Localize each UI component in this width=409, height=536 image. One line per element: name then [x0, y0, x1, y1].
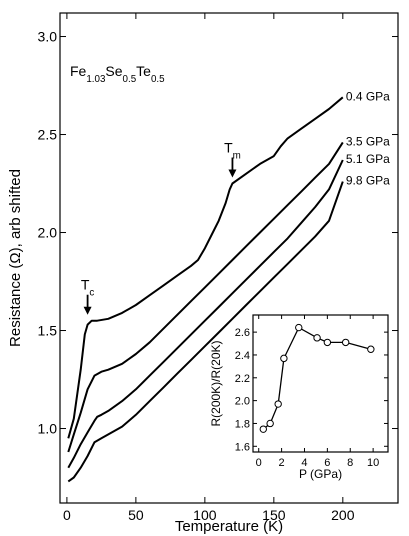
- inset-y-tick-label: 2.6: [235, 327, 250, 339]
- annotation-arrowhead: [83, 306, 92, 315]
- main-y-tick-label: 2.0: [38, 225, 58, 241]
- inset-y-tick-label: 2.2: [235, 373, 250, 385]
- series-line-5-1-GPa: [67, 159, 344, 469]
- annotation-arrowhead: [228, 169, 237, 178]
- inset-point: [259, 425, 267, 433]
- series-label: 9.8 GPa: [346, 174, 390, 188]
- inset-point: [266, 419, 274, 428]
- main-frame: [59, 12, 399, 504]
- compound-label: Fe1.03Se0.5Te0.5: [70, 63, 165, 85]
- inset-x-tick-label: 8: [347, 457, 353, 469]
- main-x-tick-label: 200: [331, 507, 355, 523]
- inset-y-tick-label: 1.8: [235, 418, 250, 430]
- series-line-9-8-GPa: [67, 181, 344, 483]
- inset-plot: 0 2 4 6 8 10 1.6 1.8 2.0 2.2 2.4 2.6 P (GPa) R(200K)/…: [209, 314, 389, 481]
- inset-y-tick-label: 2.0: [235, 396, 250, 408]
- series-label: 3.5 GPa: [346, 134, 390, 148]
- series-line-3-5-GPa: [67, 141, 344, 453]
- series-line-0-4-GPa: [67, 96, 344, 439]
- inset-frame: [252, 314, 389, 453]
- inset-point: [295, 323, 303, 332]
- annotation-label-Tm: Tm: [224, 140, 241, 162]
- inset-point: [341, 338, 350, 347]
- inset-x-axis-label: P (GPa): [299, 467, 342, 481]
- main-y-axis-label: Resistance (Ω), arb shifted: [7, 169, 24, 347]
- inset-y-tick-label: 2.4: [235, 350, 250, 362]
- inset-x-tick-label: 10: [367, 457, 379, 469]
- main-x-tick-label: 150: [262, 507, 286, 523]
- inset-x-tick-label: 2: [279, 457, 285, 469]
- main-y-tick-label: 2.5: [38, 127, 58, 143]
- inset-y-tick-label: 1.6: [235, 441, 250, 453]
- main-x-tick-label: 50: [128, 507, 144, 523]
- series-label: 0.4 GPa: [346, 89, 390, 103]
- inset-series-line: [262, 326, 371, 430]
- main-y-tick-label: 1.0: [38, 421, 58, 437]
- main-x-tick-label: 100: [193, 507, 217, 523]
- main-y-tick-label: 1.5: [38, 323, 58, 339]
- inset-point: [367, 345, 375, 353]
- series-label: 5.1 GPa: [346, 152, 390, 166]
- inset-point: [323, 338, 332, 347]
- main-x-axis-label: Temperature (K): [175, 518, 283, 535]
- inset-point: [274, 400, 282, 408]
- inset-point: [280, 354, 288, 363]
- inset-point: [313, 334, 321, 342]
- annotation-label-Tc: Tc: [81, 277, 95, 299]
- main-y-tick-label: 3.0: [38, 29, 58, 45]
- inset-x-tick-label: 4: [301, 457, 307, 469]
- inset-y-axis-label: R(200K)/R(20K): [209, 340, 223, 426]
- main-x-tick-label: 0: [63, 507, 71, 523]
- inset-x-tick-label: 0: [256, 457, 262, 469]
- inset-x-tick-label: 6: [324, 457, 330, 469]
